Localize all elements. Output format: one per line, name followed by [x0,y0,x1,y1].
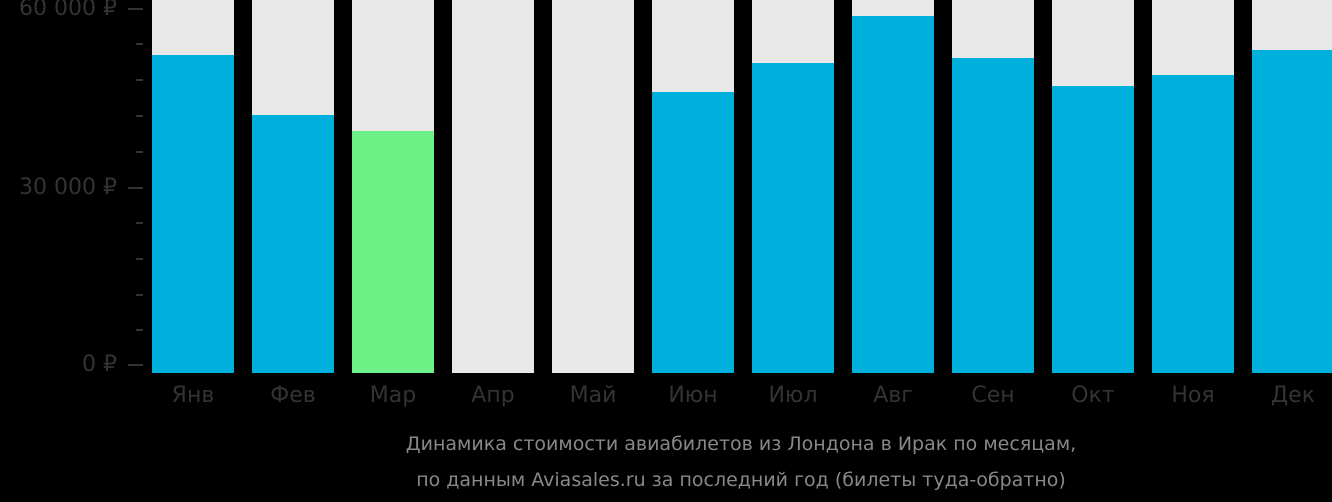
bar-value-1 [152,55,234,373]
y-axis-minor-tick [136,43,143,45]
bar-value-3 [352,131,434,373]
x-axis-label: Ноя [1171,383,1215,408]
y-axis-minor-tick [136,294,143,296]
chart-caption-line-2: по данным Aviasales.ru за последний год … [416,469,1066,491]
y-axis-minor-tick [136,222,143,224]
y-axis-minor-tick [136,151,143,153]
bar-value-10 [1052,86,1134,373]
bar-column-6[interactable] [652,0,734,373]
bar-column-12[interactable] [1252,0,1332,373]
y-axis-minor-tick [136,79,143,81]
x-axis-label: Сен [971,383,1015,408]
x-axis-label: Янв [171,383,215,408]
bar-column-4[interactable] [452,0,534,373]
y-axis-major-tick [128,187,143,189]
x-axis-label: Фев [270,383,316,408]
y-axis-major-tick [128,8,143,10]
bar-column-7[interactable] [752,0,834,373]
bar-value-12 [1252,49,1332,373]
bar-value-7 [752,63,834,373]
x-axis-label: Мар [369,383,417,408]
bar-column-8[interactable] [852,0,934,373]
bar-column-10[interactable] [1052,0,1134,373]
x-axis-label: Июн [668,383,718,408]
y-axis-label-60000: 60 000 ₽ [19,0,117,21]
y-axis-minor-tick [136,258,143,260]
y-axis-label-0: 0 ₽ [82,352,117,377]
x-axis-label: Авг [873,383,913,408]
bar-column-2[interactable] [252,0,334,373]
bar-value-9 [952,58,1034,373]
bar-value-6 [652,92,734,373]
y-axis-minor-tick [136,115,143,117]
y-axis-minor-tick [136,329,143,331]
bar-value-11 [1152,74,1234,373]
bar-column-9[interactable] [952,0,1034,373]
y-axis-label-30000: 30 000 ₽ [19,175,117,200]
bar-column-5[interactable] [552,0,634,373]
x-axis-label: Окт [1071,383,1115,408]
bar-value-2 [252,115,334,373]
x-axis-label: Май [569,383,617,408]
x-axis-label: Июл [768,383,818,408]
bar-column-3[interactable] [352,0,434,373]
bar-column-1[interactable] [152,0,234,373]
x-axis-label: Дек [1270,383,1315,408]
chart-caption-line-1: Динамика стоимости авиабилетов из Лондон… [405,433,1077,455]
y-axis-major-tick [128,364,143,366]
bar-column-11[interactable] [1152,0,1234,373]
bar-value-8 [852,16,934,373]
x-axis-label: Апр [471,383,515,408]
